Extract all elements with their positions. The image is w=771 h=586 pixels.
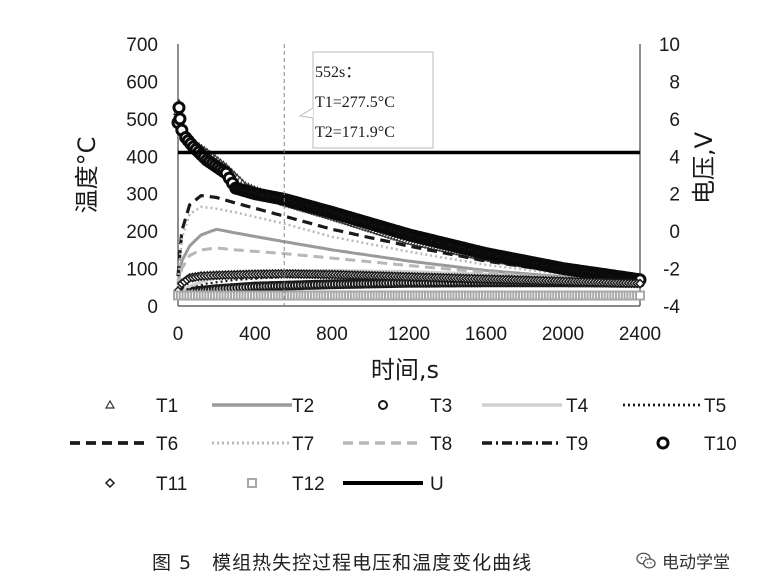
wechat-icon xyxy=(636,552,656,569)
tick-labels: 0 400 800 1200 1600 2000 240001002003004005006… xyxy=(126,35,680,345)
y2-tick-label: 10 xyxy=(659,35,680,56)
annotation-pointer xyxy=(298,107,314,119)
annotation: 552s： T1=277.5°C T2=171.9°C xyxy=(283,44,434,306)
legend-swatch xyxy=(104,477,116,489)
y2-tick-label: 8 xyxy=(669,72,680,93)
legend-item-t1: T1 xyxy=(104,396,178,417)
series-layer xyxy=(171,98,647,301)
y2-tick-label: 4 xyxy=(669,147,680,168)
point-t10 xyxy=(172,101,186,115)
x-axis-title: 时间,s xyxy=(371,356,439,384)
legend-item-t12: T12 xyxy=(247,474,325,495)
series-t11 xyxy=(172,268,646,297)
series-t10 xyxy=(171,101,647,287)
annotation-line-3: T2=171.9°C xyxy=(315,124,395,141)
y-axis-title: 温度°C xyxy=(73,137,101,214)
legend-swatch xyxy=(104,399,116,409)
y2-tick-label: -2 xyxy=(663,260,680,281)
y-tick-label: 500 xyxy=(126,110,158,131)
annotation-box xyxy=(312,51,434,149)
legend-item-u: U xyxy=(343,474,444,495)
legend: T1 T2 T3 T4 T5 T6 T7 T8 T9 T10 T11 T12 U xyxy=(70,396,737,495)
y-tick-label: 300 xyxy=(126,185,158,206)
x-tick-label: 800 xyxy=(316,324,348,345)
brand: 电动学堂 xyxy=(636,548,730,573)
y-tick-label: 0 xyxy=(147,297,158,318)
y2-axis-title: 电压,V xyxy=(690,131,718,204)
legend-label: T4 xyxy=(566,396,589,417)
brand-name: 电动学堂 xyxy=(662,553,730,573)
legend-item-t11: T11 xyxy=(104,474,187,495)
y2-tick-label: 0 xyxy=(669,222,680,243)
y-tick-label: 600 xyxy=(126,72,158,93)
x-tick-label: 1200 xyxy=(388,324,430,345)
x-tick-label: 400 xyxy=(239,324,271,345)
legend-label: T9 xyxy=(566,434,588,455)
legend-item-t5: T5 xyxy=(623,396,726,417)
legend-label: T6 xyxy=(156,434,178,455)
point-t10 xyxy=(173,112,187,126)
x-tick-label: 2000 xyxy=(542,324,584,345)
legend-label: T2 xyxy=(292,396,314,417)
legend-label: T7 xyxy=(292,434,314,455)
series-t7 xyxy=(176,205,641,282)
line-t7 xyxy=(176,205,641,282)
legend-label: U xyxy=(430,474,444,495)
y2-tick-label: 2 xyxy=(669,185,680,206)
legend-label: T12 xyxy=(292,474,325,495)
legend-item-t9: T9 xyxy=(482,434,588,455)
legend-label: T5 xyxy=(704,396,726,417)
legend-item-t3: T3 xyxy=(378,396,452,417)
x-tick-label: 1600 xyxy=(465,324,507,345)
caption-text: 图 5 模组热失控过程电压和温度变化曲线 xyxy=(152,552,533,574)
legend-swatch xyxy=(656,436,670,450)
legend-label: T11 xyxy=(156,474,187,495)
figure-caption: 图 5 模组热失控过程电压和温度变化曲线 电动学堂 xyxy=(0,548,771,578)
legend-item-t6: T6 xyxy=(70,434,178,455)
y-tick-label: 700 xyxy=(126,35,158,56)
y2-tick-label: -4 xyxy=(663,297,680,318)
annotation-line-2: T1=277.5°C xyxy=(315,94,395,111)
y-tick-label: 400 xyxy=(126,147,158,168)
y-tick-label: 200 xyxy=(126,222,158,243)
line-t8 xyxy=(176,246,641,288)
y-tick-label: 100 xyxy=(126,260,158,281)
legend-item-t7: T7 xyxy=(212,434,314,455)
annotation-line-1: 552s： xyxy=(315,64,361,81)
series-t5 xyxy=(177,274,641,296)
axes xyxy=(177,44,641,307)
point-t12 xyxy=(635,290,645,301)
legend-item-t8: T8 xyxy=(343,434,452,455)
point-t11 xyxy=(634,278,646,289)
series-t8 xyxy=(176,246,641,288)
chart: 552s：T1=277.5°CT2=171.9°C 0 400 800 1200 160… xyxy=(70,35,737,495)
legend-label: T3 xyxy=(430,396,452,417)
legend-swatch xyxy=(378,400,388,410)
legend-label: T10 xyxy=(704,434,737,455)
line-t5 xyxy=(177,274,641,296)
y2-tick-label: 6 xyxy=(669,110,680,131)
x-tick-label: 0 xyxy=(173,324,184,345)
legend-item-t10: T10 xyxy=(656,434,737,455)
x-tick-label: 2400 xyxy=(619,324,661,345)
legend-swatch xyxy=(247,478,257,488)
legend-label: T1 xyxy=(156,396,178,417)
legend-label: T8 xyxy=(430,434,452,455)
series-t12 xyxy=(173,290,645,301)
legend-item-t4: T4 xyxy=(482,396,589,417)
legend-item-t2: T2 xyxy=(212,396,314,417)
